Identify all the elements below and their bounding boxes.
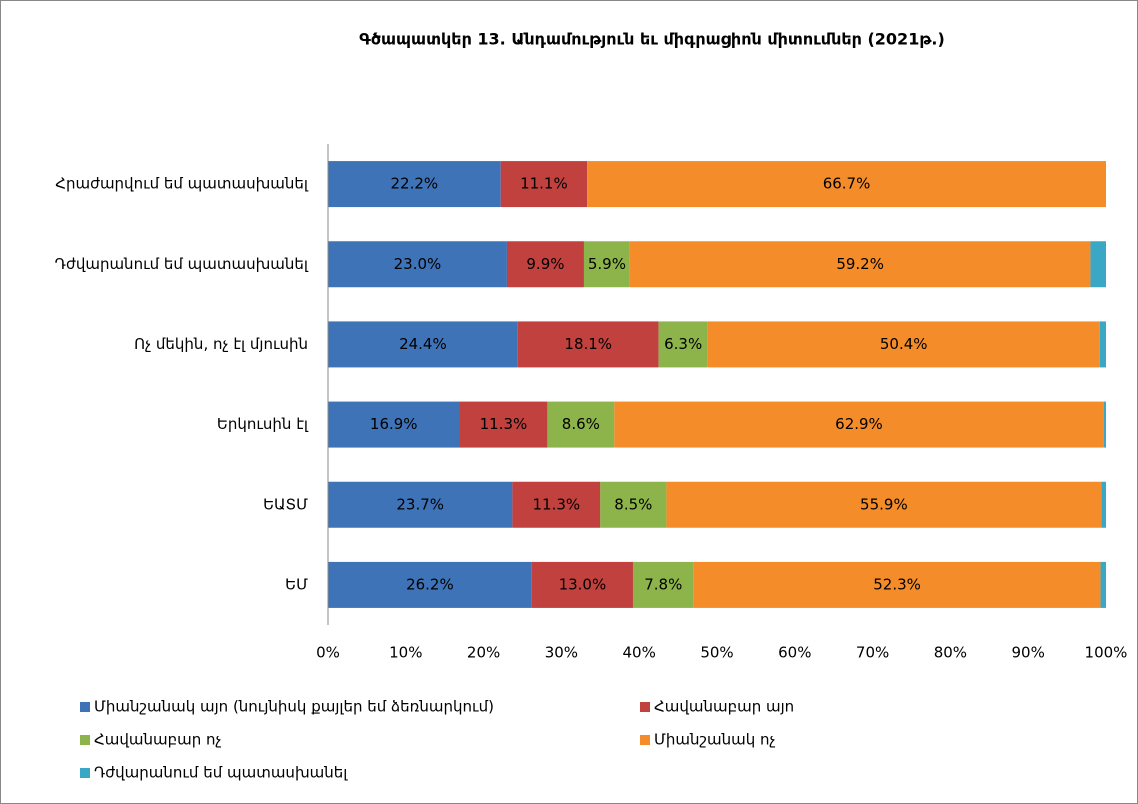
data-label: 11.1% <box>520 175 568 193</box>
bar-segment <box>1090 241 1106 288</box>
legend-label: Հավանաբար այո <box>654 698 794 716</box>
x-tick-label: 60% <box>778 644 811 662</box>
data-label: 23.7% <box>396 495 444 513</box>
legend-swatch <box>640 735 650 745</box>
bar-segment <box>531 561 633 608</box>
bar-segment <box>328 241 507 288</box>
x-tick-label: 70% <box>856 644 889 662</box>
chart-title: Գծապատկեր 13. Անդամություն եւ միգրացիոն … <box>359 30 945 49</box>
bar-segment <box>666 481 1102 528</box>
data-label: 59.2% <box>836 255 884 273</box>
bar-segment <box>600 481 667 528</box>
x-tick-label: 90% <box>1012 644 1045 662</box>
bar-segment <box>693 561 1101 608</box>
x-tick-label: 30% <box>545 644 578 662</box>
data-label: 66.7% <box>823 175 871 193</box>
bar-segment <box>547 401 615 448</box>
data-label: 22.2% <box>391 175 439 193</box>
legend-swatch <box>640 702 650 712</box>
x-tick-label: 50% <box>700 644 733 662</box>
bar-segment <box>632 561 694 608</box>
legend-label: Հավանաբար ոչ <box>94 731 222 749</box>
bar-segment <box>506 241 584 288</box>
y-tick-label: Ոչ մեկին, ոչ էլ մյուսին <box>134 335 308 353</box>
data-label: 55.9% <box>860 495 908 513</box>
bar-segment <box>500 161 588 208</box>
x-tick-label: 100% <box>1085 644 1128 662</box>
bar-segment <box>328 481 513 528</box>
bar-segment <box>512 481 601 528</box>
data-label: 6.3% <box>664 335 702 353</box>
data-label: 11.3% <box>480 415 528 433</box>
y-tick-label: Հրաժարվում եմ պատասխանել <box>55 175 309 193</box>
y-tick-label: Դժվարանում եմ պատասխանել <box>55 255 309 273</box>
y-tick-label: Երկուսին էլ <box>217 415 309 433</box>
data-label: 26.2% <box>406 575 454 593</box>
x-tick-label: 10% <box>389 644 422 662</box>
data-label: 5.9% <box>588 255 626 273</box>
bar-segment <box>328 161 501 208</box>
data-label: 18.1% <box>564 335 612 353</box>
legend-swatch <box>80 702 90 712</box>
bar-segment <box>629 241 1091 288</box>
bar-segment <box>328 401 460 448</box>
legend-label: Միանշանակ այո (նույնիսկ քայլեր եմ ձեռնար… <box>94 698 494 716</box>
data-label: 13.0% <box>559 575 607 593</box>
data-label: 9.9% <box>526 255 564 273</box>
data-label: 11.3% <box>533 495 581 513</box>
bar-segment <box>587 161 1106 208</box>
bar-segment <box>1100 561 1106 608</box>
data-label: 23.0% <box>394 255 442 273</box>
bar-segment <box>328 321 518 368</box>
bar-segment <box>328 561 532 608</box>
data-label: 8.5% <box>614 495 652 513</box>
legend-label: Միանշանակ ոչ <box>654 731 776 749</box>
bar-segment <box>614 401 1104 448</box>
bar-segment <box>517 321 659 368</box>
bar-segment <box>707 321 1100 368</box>
bar-segment <box>658 321 708 368</box>
bar-segment <box>1101 481 1106 528</box>
data-label: 7.8% <box>644 575 682 593</box>
bar-segment <box>583 241 630 288</box>
data-label: 8.6% <box>562 415 600 433</box>
y-tick-label: ԵՄ <box>285 575 308 593</box>
bar-segment <box>1103 401 1106 448</box>
x-tick-label: 80% <box>934 644 967 662</box>
legend-swatch <box>80 768 90 778</box>
legend-swatch <box>80 735 90 745</box>
data-label: 52.3% <box>873 575 921 593</box>
bar-segment <box>459 401 548 448</box>
x-tick-label: 0% <box>316 644 340 662</box>
data-label: 16.9% <box>370 415 418 433</box>
data-label: 50.4% <box>880 335 928 353</box>
legend-label: Դժվարանում եմ պատասխանել <box>94 764 348 782</box>
bar-segment <box>1099 321 1106 368</box>
x-tick-label: 20% <box>467 644 500 662</box>
y-tick-label: ԵԱՏՄ <box>263 495 308 513</box>
data-label: 24.4% <box>399 335 447 353</box>
x-tick-label: 40% <box>623 644 656 662</box>
data-label: 62.9% <box>835 415 883 433</box>
